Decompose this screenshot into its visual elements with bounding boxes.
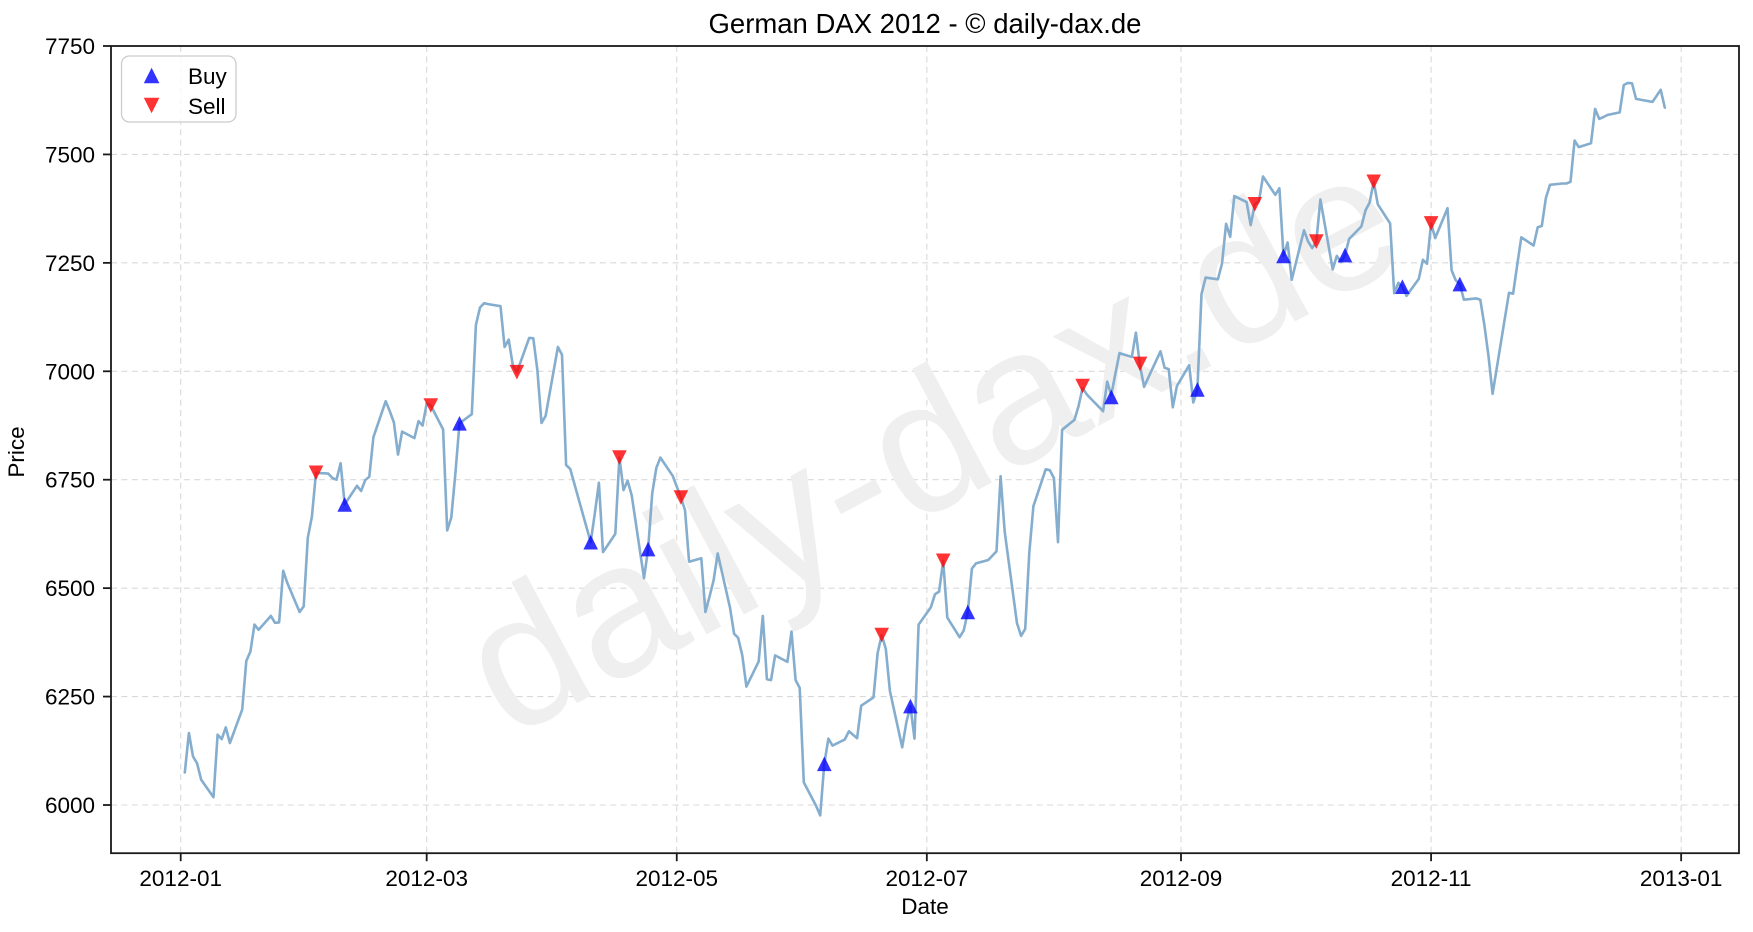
- svg-text:7500: 7500: [45, 142, 95, 167]
- svg-text:6500: 6500: [45, 576, 95, 601]
- svg-text:Buy: Buy: [188, 64, 228, 89]
- svg-text:6250: 6250: [45, 685, 95, 710]
- svg-text:2012-03: 2012-03: [385, 866, 468, 891]
- svg-text:2012-07: 2012-07: [886, 866, 969, 891]
- svg-text:Sell: Sell: [188, 94, 226, 119]
- svg-text:7250: 7250: [45, 251, 95, 276]
- svg-text:2012-05: 2012-05: [635, 866, 718, 891]
- svg-text:7000: 7000: [45, 359, 95, 384]
- svg-text:6000: 6000: [45, 793, 95, 818]
- svg-text:7750: 7750: [45, 34, 95, 59]
- svg-text:2013-01: 2013-01: [1640, 866, 1723, 891]
- svg-text:Date: Date: [901, 894, 949, 919]
- svg-text:Price: Price: [4, 426, 29, 477]
- svg-text:German DAX 2012 - © daily-dax.: German DAX 2012 - © daily-dax.de: [709, 8, 1142, 39]
- svg-text:2012-11: 2012-11: [1391, 866, 1472, 891]
- svg-text:6750: 6750: [45, 468, 95, 493]
- svg-text:2012-09: 2012-09: [1140, 866, 1223, 891]
- svg-text:2012-01: 2012-01: [139, 866, 222, 891]
